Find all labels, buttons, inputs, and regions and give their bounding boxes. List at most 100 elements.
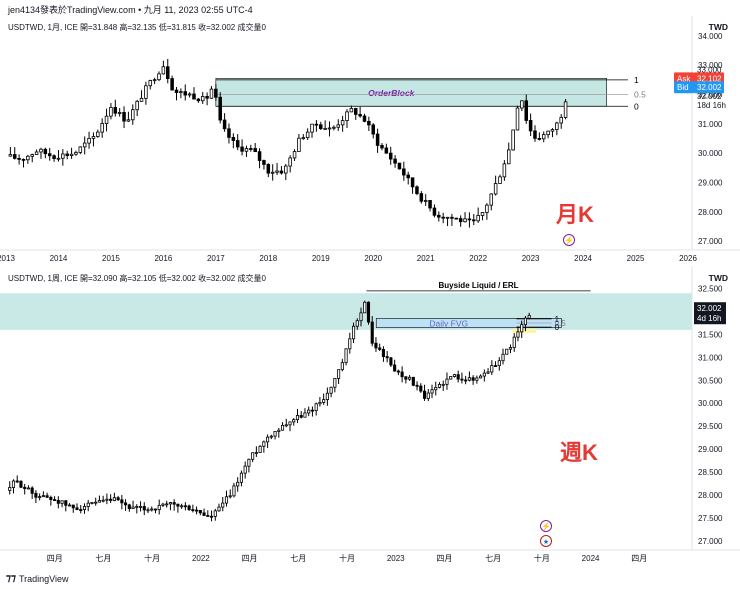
candle-body	[43, 148, 48, 155]
candle-body	[310, 409, 314, 412]
candle-body	[96, 131, 100, 137]
x-tick-label: 2020	[364, 254, 382, 263]
candle-body	[142, 506, 146, 511]
candle-body	[198, 509, 202, 514]
candle-body	[176, 503, 180, 507]
candle-body	[280, 424, 285, 431]
candle-body	[161, 503, 165, 506]
candle-body	[253, 148, 257, 153]
candle-body	[475, 377, 479, 381]
candle-body	[327, 127, 332, 130]
countdown-label: 18d 16h	[697, 101, 726, 110]
candle-body	[8, 487, 12, 491]
candle-body	[135, 506, 139, 508]
last-price-label: 32.002	[697, 92, 722, 101]
candle-body	[415, 186, 419, 194]
candle-body	[39, 148, 43, 153]
bid-label-bg	[674, 81, 694, 94]
candle-body	[523, 317, 527, 326]
monthly-chart[interactable]: OrderBlock 1 0.50 34.000 33.000 32.000 31.000 3…	[0, 16, 740, 266]
ask-price: 32.102	[697, 74, 722, 83]
candle-body	[307, 409, 311, 414]
tradingview-logo[interactable]: ⁊⁊ TradingView	[6, 573, 68, 584]
buyside-label: Buyside Liquid / ERL	[439, 281, 519, 290]
candle-body	[135, 100, 139, 111]
candle-body	[174, 89, 179, 93]
candle-body	[508, 347, 513, 350]
candle-body	[196, 98, 201, 102]
yellow-zone	[512, 328, 537, 333]
x-tick-label: 七月	[95, 554, 111, 563]
x-tick-label: 2025	[627, 254, 645, 263]
x-tick-label: 2022	[469, 254, 487, 263]
candle-body	[60, 500, 64, 504]
candle-body	[56, 499, 60, 504]
candle-body	[422, 390, 427, 399]
candle-body	[34, 151, 39, 155]
candle-body	[101, 499, 105, 502]
candle-body	[419, 193, 424, 202]
candle-body	[224, 496, 229, 504]
weekly-zone	[0, 293, 692, 330]
candle-body	[301, 137, 306, 140]
candle-body	[434, 387, 438, 391]
candle-body	[430, 389, 434, 394]
candle-body	[485, 204, 489, 213]
candle-body	[124, 502, 128, 506]
candle-body	[183, 91, 187, 96]
candle-body	[64, 500, 68, 506]
candle-body	[336, 124, 341, 128]
candle-body	[325, 392, 329, 401]
candle-body	[157, 504, 161, 511]
weekly-chart[interactable]: Buyside Liquid / ERL Daily FVG 10.50 32.500…	[0, 266, 740, 566]
candle-body	[192, 93, 196, 100]
x-tick-label: 2019	[312, 254, 330, 263]
candle-body	[157, 73, 161, 81]
candle-body	[23, 486, 27, 490]
candle-body	[279, 170, 284, 174]
candle-body	[381, 349, 385, 357]
candle-body	[493, 365, 498, 367]
tv-brand: TradingView	[18, 573, 69, 584]
candle-body	[559, 116, 563, 124]
candle-body	[378, 347, 382, 350]
us-flag-icon-glyph: ★	[543, 538, 549, 546]
lightning-icon: ⚡	[564, 235, 574, 245]
candle-body	[56, 157, 61, 160]
candle-body	[337, 369, 341, 379]
monthly-currency[interactable]: TWD	[708, 22, 728, 32]
lightning-icon: ⚡	[541, 521, 551, 531]
y-tick-label: 28.500	[698, 468, 723, 477]
candle-body	[397, 162, 402, 170]
candle-body	[490, 365, 494, 373]
candle-body	[236, 481, 240, 487]
candle-body	[502, 163, 507, 178]
candle-body	[555, 122, 559, 130]
candle-body	[26, 487, 30, 490]
candle-body	[563, 101, 568, 118]
candle-body	[213, 510, 217, 517]
candle-body	[131, 109, 135, 121]
candle-body	[30, 154, 34, 157]
candle-body	[19, 480, 23, 488]
candle-body	[45, 495, 49, 498]
candle-body	[284, 424, 288, 427]
candle-body	[507, 149, 511, 165]
candle-body	[292, 419, 296, 423]
candle-body	[515, 107, 520, 131]
candle-body	[168, 502, 172, 505]
y-tick-label: 31.500	[698, 330, 723, 339]
candle-body	[172, 502, 176, 505]
candle-body	[482, 372, 486, 377]
candle-body	[467, 377, 471, 381]
x-tick-label: 2024	[582, 554, 600, 563]
weekly-currency[interactable]: TWD	[708, 273, 728, 283]
candle-body	[97, 500, 101, 503]
candle-body	[371, 124, 375, 135]
candle-body	[345, 111, 349, 121]
candle-body	[79, 509, 83, 512]
y-tick-label: 29.500	[698, 422, 723, 431]
x-tick-label: 十月	[144, 553, 160, 563]
y-tick-label: 29.000	[698, 445, 723, 454]
candle-body	[52, 155, 56, 159]
